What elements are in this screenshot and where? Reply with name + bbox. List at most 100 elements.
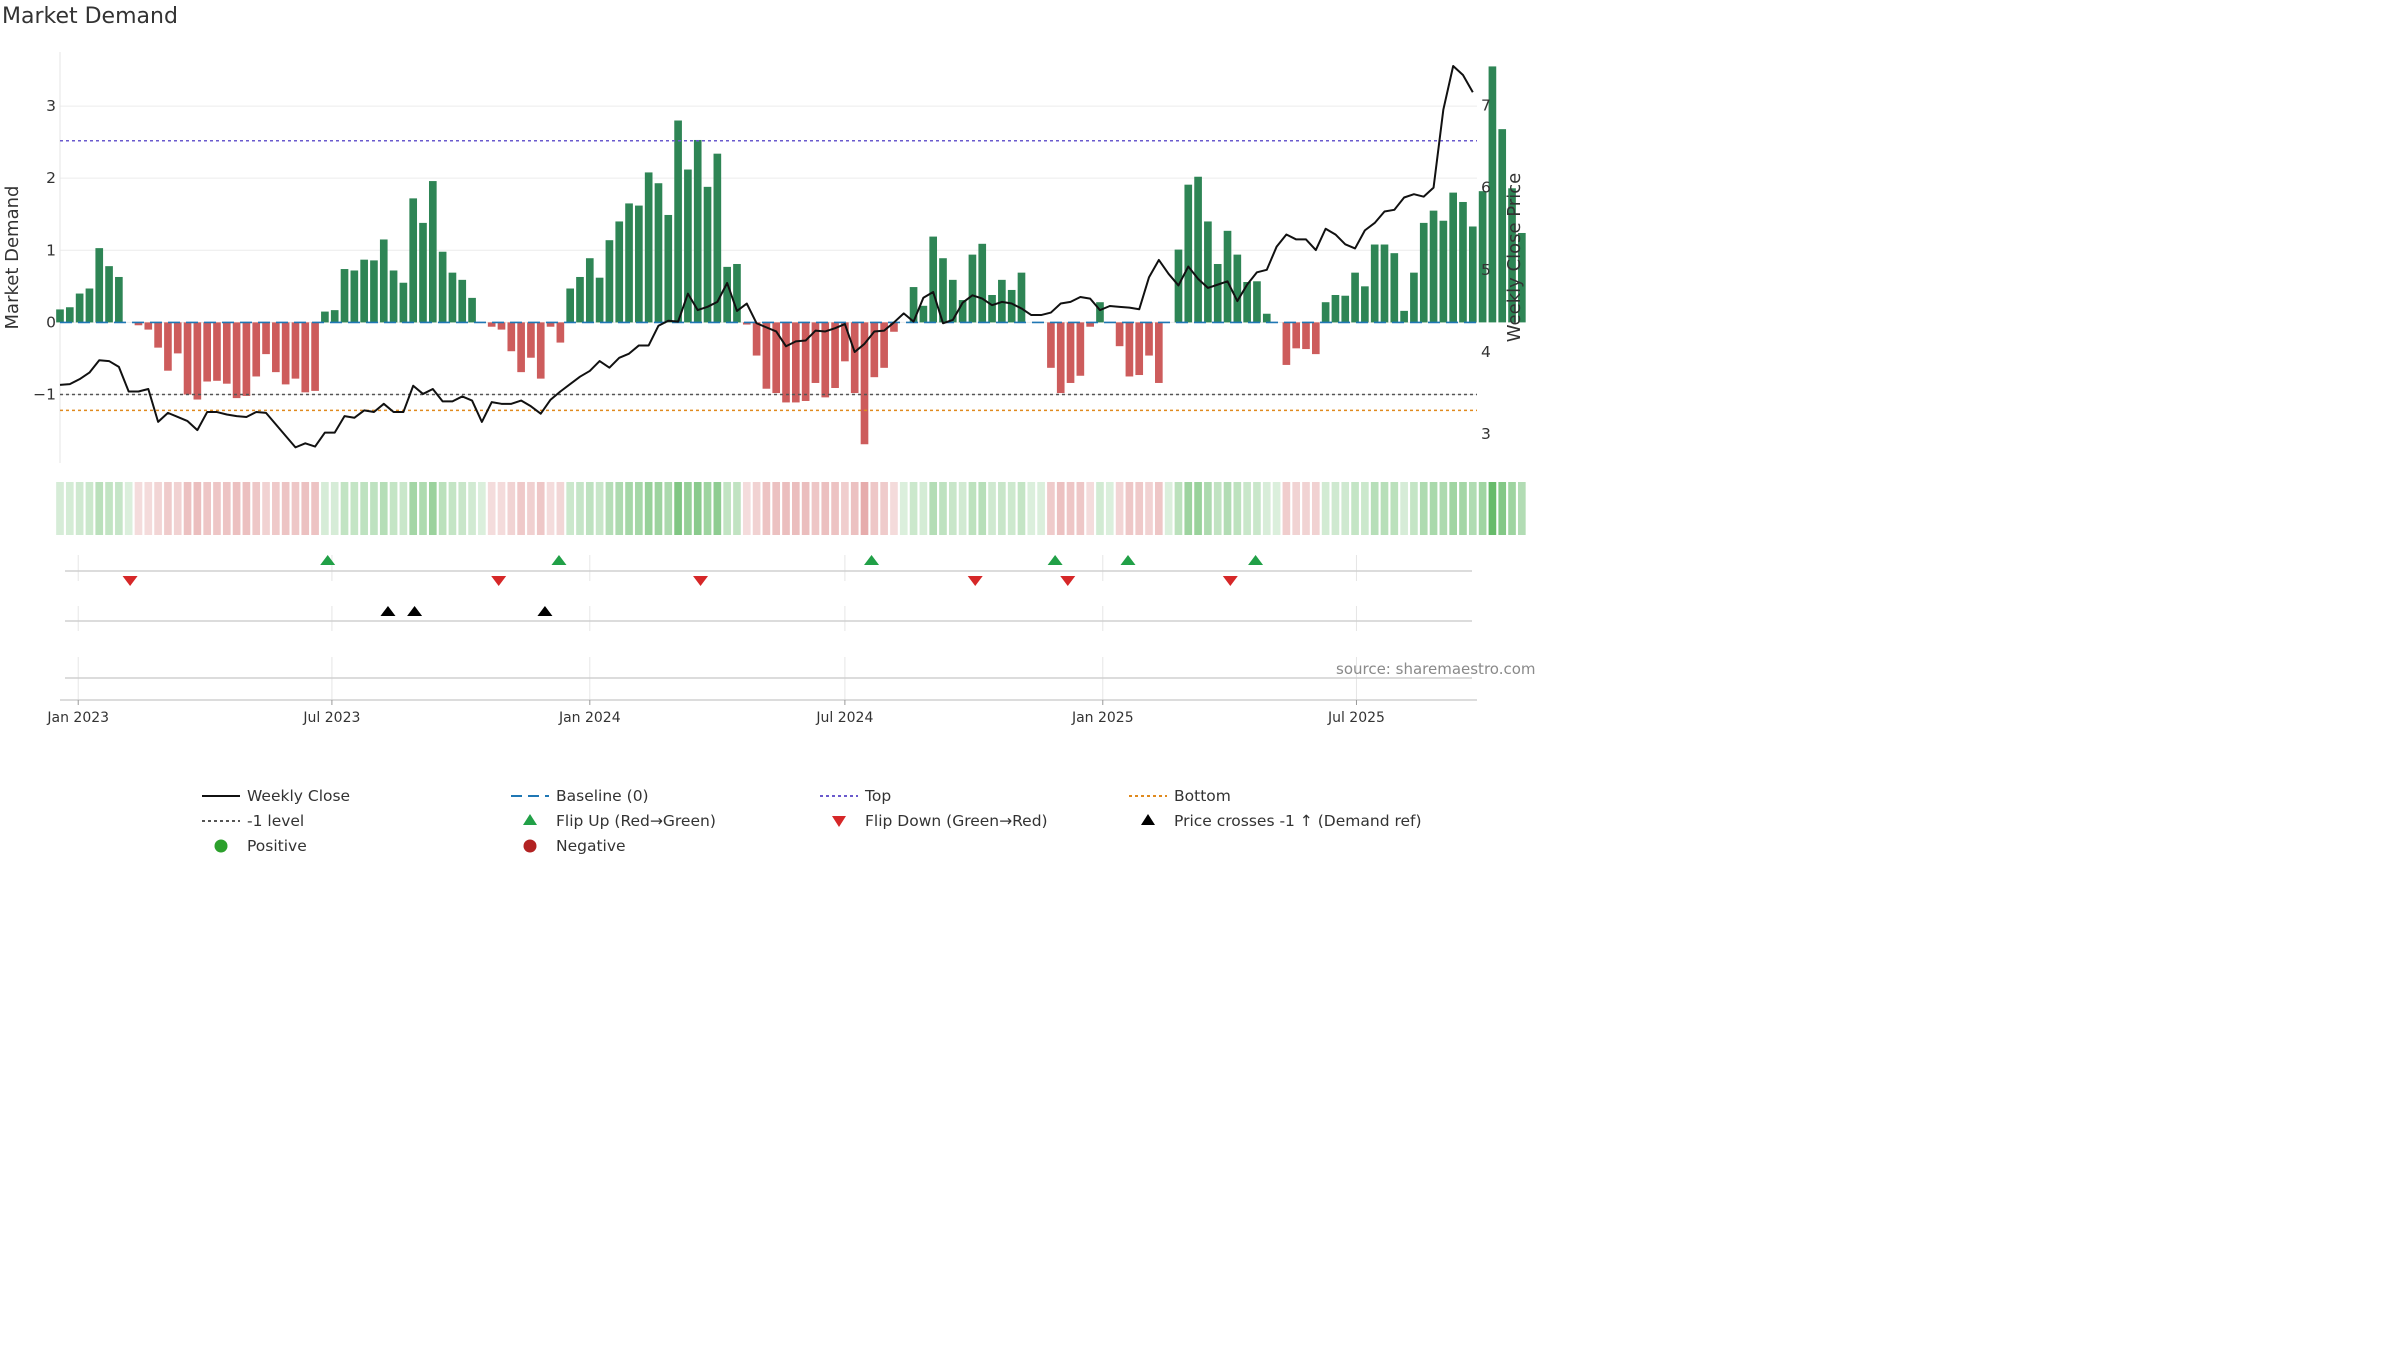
- heat-cell: [517, 482, 525, 535]
- heat-cell: [1125, 482, 1134, 535]
- flip-down-marker: [1060, 576, 1076, 586]
- heat-cell: [801, 482, 810, 535]
- flip-up-marker: [864, 555, 880, 565]
- demand-bar: [752, 322, 761, 356]
- demand-bar: [733, 263, 741, 323]
- heat-cell: [105, 482, 113, 535]
- heat-cell: [213, 482, 221, 535]
- demand-bar: [1419, 222, 1428, 323]
- flip-up-marker: [1047, 555, 1063, 565]
- triangle-up-icon: [1141, 814, 1155, 825]
- demand-bar: [311, 322, 319, 391]
- heat-cell: [65, 482, 74, 535]
- demand-bar: [948, 279, 957, 323]
- demand-bar: [536, 322, 545, 379]
- heat-cell: [448, 482, 457, 535]
- demand-bar: [1017, 272, 1026, 323]
- heat-cell: [968, 482, 977, 535]
- chart-title: Market Demand: [2, 4, 178, 29]
- heat-cell: [1086, 482, 1094, 535]
- demand-bar: [173, 322, 182, 354]
- demand-bar: [585, 258, 594, 323]
- heat-cell: [654, 482, 663, 535]
- demand-bar: [801, 322, 810, 401]
- heat-cell: [1213, 482, 1222, 535]
- demand-bar: [1086, 322, 1094, 327]
- demand-bar: [330, 310, 339, 323]
- heat-cell: [536, 482, 545, 535]
- demand-bar: [1125, 322, 1134, 377]
- demand-bar: [321, 311, 329, 323]
- dash-line-icon: [511, 795, 549, 797]
- demand-bar: [1135, 322, 1144, 376]
- legend-label: Baseline (0): [556, 787, 649, 805]
- heat-cell: [595, 482, 604, 535]
- demand-bar: [1341, 295, 1350, 323]
- heat-cell: [75, 482, 84, 535]
- legend-item-flip-up: Flip Up (Red→Green): [509, 810, 716, 832]
- heat-cell: [1253, 482, 1261, 535]
- legend-item-top: Top: [818, 785, 891, 807]
- demand-bar: [399, 282, 408, 323]
- heat-cell: [1518, 482, 1526, 535]
- heat-cell: [321, 482, 329, 535]
- demand-bar: [1468, 226, 1477, 323]
- demand-bar: [880, 322, 888, 368]
- heat-cell: [850, 482, 859, 535]
- heat-cell: [988, 482, 996, 535]
- demand-bar: [1047, 322, 1055, 368]
- demand-bar: [654, 183, 663, 323]
- heat-cell: [478, 482, 486, 535]
- heat-cell: [1292, 482, 1301, 535]
- heat-cell: [693, 482, 702, 535]
- demand-bar: [1410, 272, 1418, 323]
- demand-bar: [1439, 220, 1448, 323]
- demand-bar: [85, 288, 94, 323]
- heat-cell: [1331, 482, 1340, 535]
- demand-bar: [1253, 281, 1261, 323]
- heat-cell: [419, 482, 427, 535]
- heat-cell: [272, 482, 280, 535]
- heat-cell: [1145, 482, 1153, 535]
- legend-item-bottom: Bottom: [1127, 785, 1231, 807]
- heat-cell: [438, 482, 447, 535]
- x-tick-label: Jan 2025: [1071, 710, 1134, 726]
- heat-cell: [546, 482, 555, 535]
- flip-up-marker: [551, 555, 567, 565]
- heat-cell: [527, 482, 535, 535]
- demand-bar: [409, 198, 418, 323]
- heat-cell: [1282, 482, 1291, 535]
- heat-cell: [625, 482, 633, 535]
- demand-bar: [115, 276, 123, 323]
- weekly-close-line: [59, 64, 1474, 449]
- heat-cell: [1047, 482, 1055, 535]
- heat-cell: [458, 482, 467, 535]
- demand-bar: [968, 254, 977, 323]
- heat-cell: [1488, 482, 1497, 535]
- demand-bar: [1518, 232, 1526, 323]
- heat-cell: [1164, 482, 1173, 535]
- demand-bar: [870, 322, 879, 378]
- heat-cell: [1243, 482, 1251, 535]
- demand-bar: [919, 305, 928, 323]
- demand-bar: [1145, 322, 1153, 356]
- heat-cell: [340, 482, 349, 535]
- demand-bar: [1243, 282, 1251, 323]
- heat-cell: [203, 482, 211, 535]
- heat-cell: [899, 482, 908, 535]
- legend-label: Negative: [556, 837, 626, 855]
- heat-cell: [124, 482, 133, 535]
- demand-bar: [674, 120, 682, 323]
- demand-bar: [1380, 244, 1389, 323]
- demand-bar: [1311, 322, 1320, 355]
- demand-bar: [232, 322, 241, 399]
- heat-cell: [644, 482, 653, 535]
- demand-bar: [262, 322, 270, 355]
- heat-cell: [841, 482, 849, 535]
- heat-cell: [1007, 482, 1016, 535]
- heat-cell: [1449, 482, 1457, 535]
- heat-cell: [311, 482, 319, 535]
- demand-bar: [831, 322, 839, 389]
- heat-cell: [890, 482, 898, 535]
- heat-cell: [1017, 482, 1026, 535]
